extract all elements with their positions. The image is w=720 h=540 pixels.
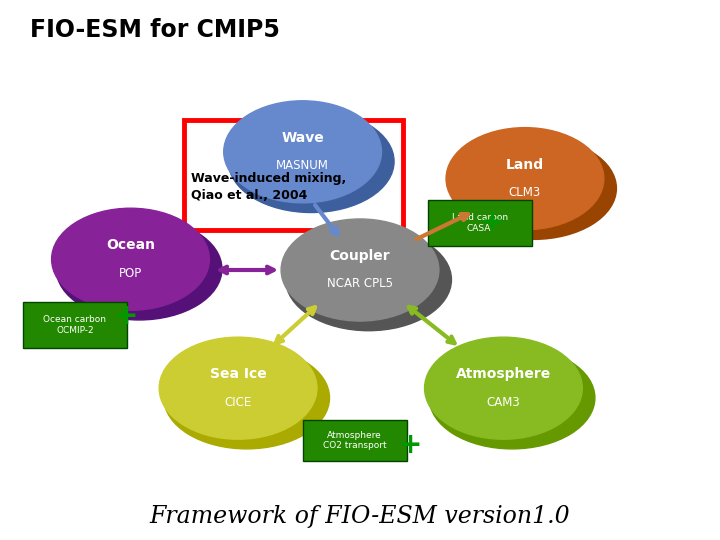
Text: +: + [398, 430, 422, 458]
FancyBboxPatch shape [23, 302, 127, 348]
Ellipse shape [224, 101, 382, 203]
Ellipse shape [52, 208, 210, 310]
Text: FIO-ESM for CMIP5: FIO-ESM for CMIP5 [30, 17, 280, 42]
Text: Land carbon
CASA': Land carbon CASA' [452, 213, 508, 233]
Text: Atmosphere
CO2 transport: Atmosphere CO2 transport [323, 431, 387, 450]
Ellipse shape [281, 219, 439, 321]
Text: Wave: Wave [282, 131, 324, 145]
Text: NCAR CPL5: NCAR CPL5 [327, 278, 393, 291]
Text: Land: Land [506, 158, 544, 172]
Text: Ocean carbon
OCMIP-2: Ocean carbon OCMIP-2 [43, 315, 107, 335]
Text: +: + [481, 208, 505, 235]
Ellipse shape [164, 347, 330, 449]
Ellipse shape [159, 337, 317, 439]
Ellipse shape [446, 127, 604, 230]
FancyBboxPatch shape [184, 119, 403, 230]
Text: +: + [115, 302, 138, 329]
Text: MASNUM: MASNUM [276, 159, 329, 172]
Text: Sea Ice: Sea Ice [210, 367, 266, 381]
Ellipse shape [228, 111, 394, 213]
Text: Ocean: Ocean [106, 238, 155, 252]
Text: CLM3: CLM3 [509, 186, 541, 199]
Text: Framework of FIO-ESM version1.0: Framework of FIO-ESM version1.0 [150, 505, 570, 528]
Ellipse shape [425, 337, 582, 439]
FancyBboxPatch shape [428, 200, 532, 246]
Ellipse shape [429, 347, 595, 449]
Text: Atmosphere: Atmosphere [456, 367, 551, 381]
Text: Coupler: Coupler [330, 249, 390, 263]
Text: CICE: CICE [225, 396, 252, 409]
Text: Wave-induced mixing,
Qiao et al., 2004: Wave-induced mixing, Qiao et al., 2004 [192, 172, 347, 202]
Ellipse shape [286, 228, 451, 330]
Text: POP: POP [119, 267, 142, 280]
Ellipse shape [451, 137, 616, 239]
Text: CAM3: CAM3 [487, 396, 521, 409]
Ellipse shape [56, 218, 222, 320]
FancyBboxPatch shape [302, 421, 407, 461]
